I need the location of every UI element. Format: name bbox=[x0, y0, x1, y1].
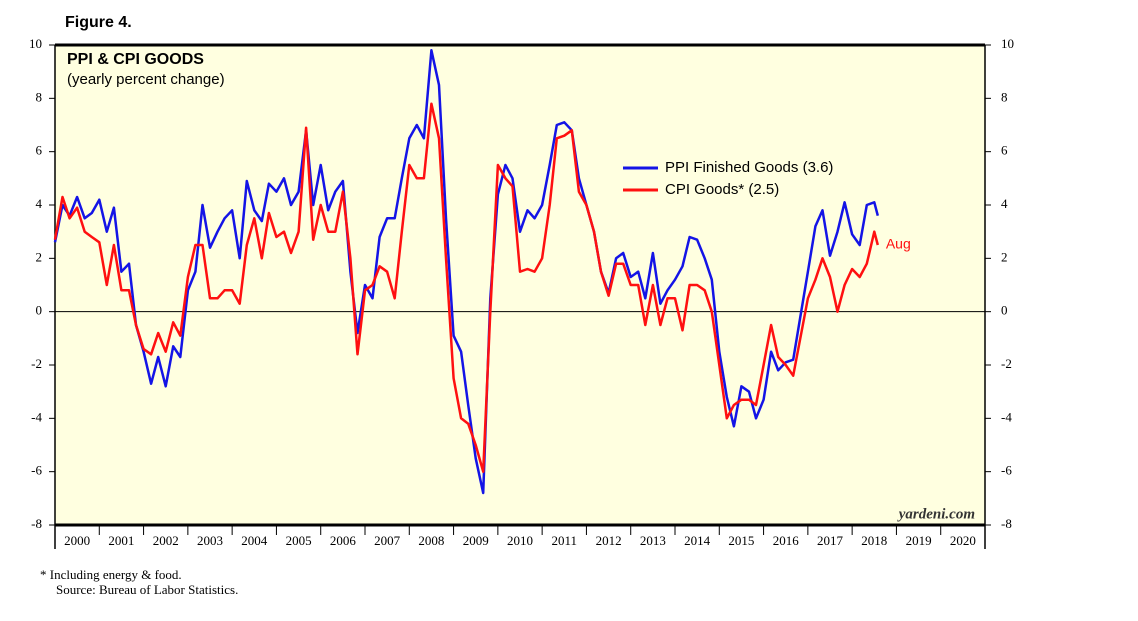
x-tick-label: 2018 bbox=[861, 533, 887, 548]
x-tick-label: 2005 bbox=[286, 533, 312, 548]
y-tick-label: 10 bbox=[29, 36, 42, 51]
annotation: Aug bbox=[886, 236, 911, 252]
source: Source: Bureau of Labor Statistics. bbox=[56, 582, 238, 597]
x-tick-label: 2007 bbox=[374, 533, 401, 548]
y2-tick-label: 8 bbox=[1001, 89, 1008, 104]
figure-label: Figure 4. bbox=[65, 14, 132, 31]
y2-tick-label: 10 bbox=[1001, 36, 1014, 51]
chart-title: PPI & CPI GOODS bbox=[67, 51, 204, 68]
y2-tick-label: -4 bbox=[1001, 409, 1012, 424]
watermark: yardeni.com bbox=[897, 506, 975, 522]
x-tick-label: 2006 bbox=[330, 533, 357, 548]
chart-subtitle: (yearly percent change) bbox=[67, 71, 225, 88]
y2-tick-label: -2 bbox=[1001, 356, 1012, 371]
x-tick-label: 2016 bbox=[773, 533, 800, 548]
x-tick-label: 2002 bbox=[153, 533, 179, 548]
x-tick-label: 2004 bbox=[241, 533, 268, 548]
y2-tick-label: 0 bbox=[1001, 303, 1008, 318]
y-tick-label: -4 bbox=[31, 409, 42, 424]
y2-tick-label: -6 bbox=[1001, 463, 1012, 478]
y2-tick-label: 2 bbox=[1001, 249, 1008, 264]
y-tick-label: 2 bbox=[36, 249, 43, 264]
y2-tick-label: 6 bbox=[1001, 143, 1008, 158]
x-tick-label: 2000 bbox=[64, 533, 90, 548]
x-tick-label: 2020 bbox=[950, 533, 976, 548]
x-tick-label: 2009 bbox=[463, 533, 489, 548]
x-tick-label: 2010 bbox=[507, 533, 533, 548]
y-tick-label: 0 bbox=[36, 303, 43, 318]
y-tick-label: 8 bbox=[36, 89, 43, 104]
y-tick-label: 4 bbox=[36, 196, 43, 211]
x-tick-label: 2015 bbox=[728, 533, 754, 548]
x-tick-label: 2011 bbox=[552, 533, 578, 548]
x-tick-label: 2019 bbox=[906, 533, 932, 548]
x-tick-label: 2001 bbox=[108, 533, 134, 548]
legend-label: PPI Finished Goods (3.6) bbox=[665, 159, 833, 176]
x-tick-label: 2012 bbox=[596, 533, 622, 548]
plot-background bbox=[55, 45, 985, 525]
series-line bbox=[53, 102, 880, 473]
y-tick-label: -6 bbox=[31, 463, 42, 478]
x-tick-label: 2008 bbox=[418, 533, 444, 548]
x-tick-label: 2017 bbox=[817, 533, 844, 548]
x-tick-label: 2013 bbox=[640, 533, 666, 548]
x-tick-label: 2003 bbox=[197, 533, 223, 548]
x-tick-label: 2014 bbox=[684, 533, 711, 548]
y2-tick-label: 4 bbox=[1001, 196, 1008, 211]
footnote: * Including energy & food. bbox=[40, 567, 182, 582]
y-tick-label: -8 bbox=[31, 516, 42, 531]
y2-tick-label: -8 bbox=[1001, 516, 1012, 531]
y-tick-label: -2 bbox=[31, 356, 42, 371]
y-tick-label: 6 bbox=[36, 143, 43, 158]
legend-label: CPI Goods* (2.5) bbox=[665, 181, 779, 198]
series-line bbox=[53, 49, 880, 495]
